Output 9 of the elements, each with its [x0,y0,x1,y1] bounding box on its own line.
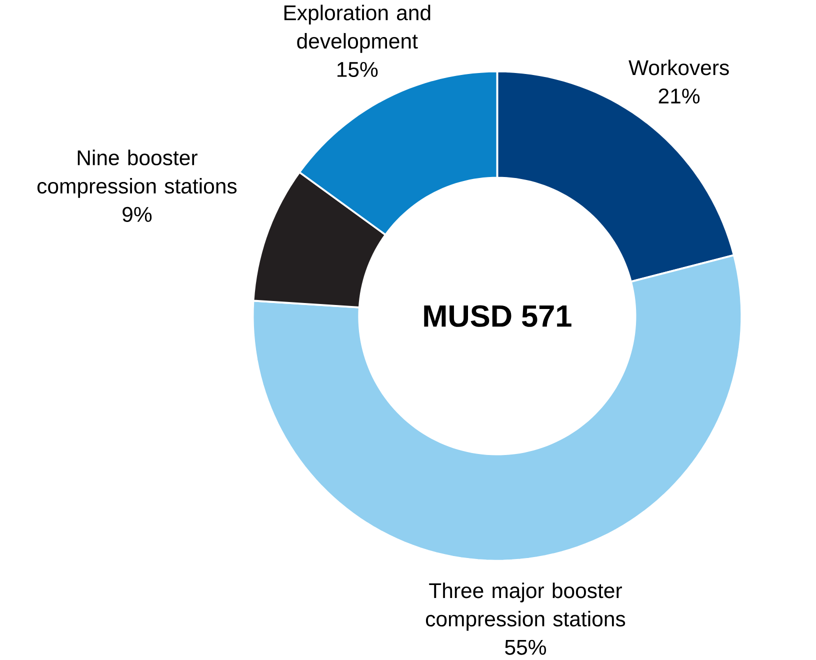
slice-label: Nine booster compression stations [37,150,237,198]
text: MUSD 571 [424,305,572,328]
data-label: 9% [122,207,152,222]
data-label: 21% [658,88,700,104]
slice-label: Workovers [628,60,729,76]
data-label: 55% [505,640,546,656]
slice-label: Three major booster compression stations [426,582,626,631]
slice-label: Exploration and development [284,4,430,54]
data-label: 15% [338,62,378,78]
